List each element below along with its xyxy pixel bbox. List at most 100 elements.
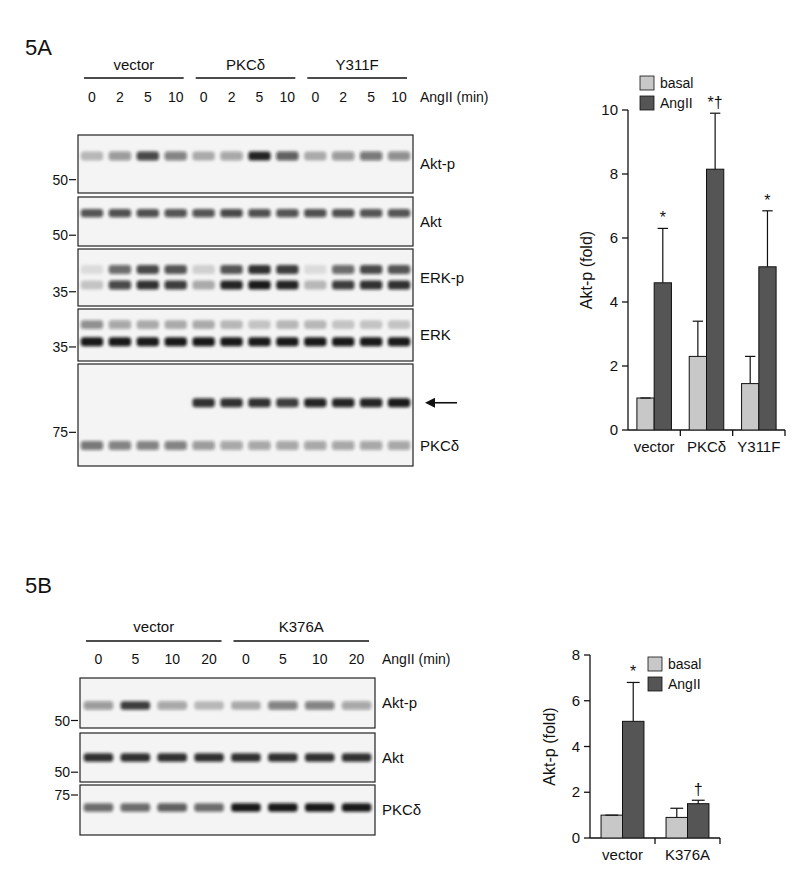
band — [165, 441, 187, 450]
band — [305, 753, 335, 761]
row-label: PKCδ — [382, 801, 421, 818]
y-tick — [584, 792, 590, 793]
band — [192, 320, 214, 329]
band — [81, 209, 103, 217]
row-label: Akt — [420, 213, 443, 230]
error-bar — [745, 356, 755, 383]
band — [248, 280, 270, 289]
annotations: *† — [630, 663, 703, 798]
band — [332, 337, 354, 346]
time-axis-label: AngII (min) — [382, 651, 450, 667]
band — [388, 209, 410, 217]
band — [157, 803, 187, 812]
band — [194, 803, 224, 812]
blot-row: 50Akt-p — [54, 678, 417, 729]
y-tick — [622, 365, 628, 366]
band — [194, 701, 224, 710]
band — [220, 280, 242, 289]
mw-marker: 50 — [54, 764, 70, 780]
error-bar — [605, 815, 618, 816]
blot-frame — [78, 309, 413, 361]
mw-marker: 50 — [52, 172, 68, 188]
band — [388, 320, 410, 329]
arrow-shaft — [433, 402, 457, 404]
band — [84, 753, 114, 761]
bar — [601, 815, 622, 838]
error-cap — [762, 210, 772, 211]
band — [137, 151, 159, 160]
band — [248, 398, 270, 407]
significance-mark: * — [764, 192, 770, 209]
band — [81, 398, 103, 407]
band — [276, 265, 298, 274]
band — [137, 441, 159, 450]
x-tick-label: PKCδ — [687, 438, 726, 455]
error-cap — [640, 397, 650, 398]
mw-marker: 50 — [54, 713, 70, 729]
band — [388, 441, 410, 450]
band — [276, 280, 298, 289]
error-bar — [658, 228, 668, 282]
error-cap — [627, 682, 640, 683]
band — [84, 803, 114, 812]
error-stem — [715, 113, 716, 169]
y-axis — [627, 110, 628, 430]
panel-label: 5B — [25, 573, 52, 598]
band — [109, 320, 131, 329]
time-axis-label: AngII (min) — [420, 89, 488, 105]
mw-tick — [69, 179, 76, 180]
band — [109, 398, 131, 407]
x-tick — [654, 838, 655, 844]
blot-row: 75PKCδ — [52, 364, 459, 466]
mw-tick — [71, 720, 78, 721]
x-tick — [784, 430, 785, 436]
group-label: vector — [133, 618, 174, 635]
band — [332, 441, 354, 450]
band — [304, 441, 326, 450]
band — [192, 151, 214, 160]
error-cap — [710, 113, 720, 114]
band — [121, 803, 151, 812]
y-tick — [622, 173, 628, 174]
band — [165, 265, 187, 274]
group-bar — [84, 77, 184, 78]
bar — [666, 817, 687, 838]
band — [360, 265, 382, 274]
group-label: PKCδ — [226, 56, 265, 73]
band — [220, 441, 242, 450]
band — [194, 753, 224, 761]
blot-frame — [78, 249, 413, 306]
figure: 5Avector02510PKCδ02510Y311F02510AngII (m… — [0, 0, 800, 878]
group-label: K376A — [279, 618, 324, 635]
error-cap — [693, 321, 703, 322]
blot-frame — [78, 364, 413, 466]
row-label: PKCδ — [420, 437, 459, 454]
time-label: 2 — [228, 89, 236, 105]
blot-frame — [78, 197, 413, 246]
band — [231, 803, 261, 812]
error-cap — [658, 228, 668, 229]
band — [276, 320, 298, 329]
significance-mark: † — [694, 781, 703, 798]
group-bar — [234, 640, 370, 641]
row-label: Akt — [382, 749, 405, 766]
band — [388, 398, 410, 407]
legend-label: AngII — [660, 95, 693, 111]
bar-chart: 02468Akt-p (fold)vectorK376A*†basalAngII — [541, 646, 720, 863]
time-label: 0 — [95, 651, 103, 667]
bar — [759, 267, 776, 430]
bars — [637, 113, 776, 430]
mw-tick — [69, 432, 76, 433]
row-label: Akt-p — [420, 155, 455, 172]
y-tick — [584, 654, 590, 655]
time-label: 5 — [131, 651, 139, 667]
bar-chart: 0246810Akt-p (fold)vectorPKCδY311F**†*ba… — [578, 75, 785, 455]
band — [137, 209, 159, 217]
band — [165, 320, 187, 329]
mw-marker: 35 — [52, 284, 68, 300]
band — [248, 151, 270, 160]
band — [220, 265, 242, 274]
mw-tick — [71, 772, 78, 773]
band — [276, 441, 298, 450]
significance-mark: * — [630, 663, 636, 680]
